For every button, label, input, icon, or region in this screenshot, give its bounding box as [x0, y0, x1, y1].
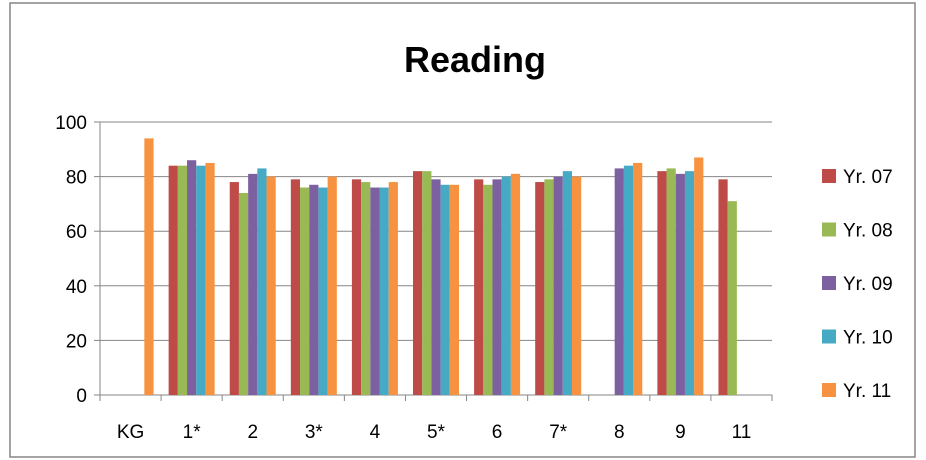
x-tick-label: 7*: [549, 422, 568, 443]
legend-label: Yr. 11: [843, 381, 891, 402]
bar: [379, 187, 389, 395]
bar: [144, 138, 154, 395]
bar: [422, 171, 432, 395]
x-tick-labels: KG 1* 2 3* 4 5* 6 7* 8 9 11: [117, 422, 752, 443]
legend-label: Yr. 07: [843, 167, 893, 188]
bar: [370, 187, 380, 395]
bar: [300, 187, 310, 395]
bar: [623, 165, 634, 395]
legend-swatch: [822, 383, 836, 397]
y-tick-label: 0: [76, 386, 87, 407]
legend-swatch: [822, 276, 836, 290]
bar: [633, 162, 643, 395]
bar: [510, 173, 521, 395]
bar: [571, 176, 582, 395]
bar: [229, 182, 239, 395]
legend-swatch: [822, 169, 836, 183]
bar: [413, 171, 423, 395]
chart-border: [9, 2, 916, 458]
y-tick-label: 80: [66, 168, 87, 189]
bar: [196, 165, 206, 395]
bar: [501, 176, 511, 395]
bar: [694, 157, 704, 395]
bar: [492, 179, 502, 395]
x-tick-label: 5*: [427, 422, 446, 443]
legend: Yr. 07 Yr. 08 Yr. 09 Yr. 10 Yr. 11: [822, 167, 893, 402]
bar: [327, 176, 337, 395]
bar: [544, 179, 554, 395]
legend-swatch: [822, 222, 836, 237]
bar: [727, 201, 737, 395]
chart-title: Reading: [404, 39, 546, 80]
y-tick-labels: 0 20 40 60 80 100: [55, 113, 87, 407]
y-tick-label: 60: [66, 222, 87, 243]
bar: [318, 187, 328, 395]
x-tick-label: 8: [614, 422, 625, 443]
bar: [483, 184, 493, 395]
bar: [257, 168, 267, 395]
y-tick-label: 40: [66, 277, 87, 298]
bar: [666, 168, 676, 395]
x-tick-label: 11: [732, 422, 752, 443]
bar: [562, 171, 572, 395]
bar: [168, 165, 178, 395]
bars: [144, 138, 737, 395]
bar: [238, 192, 249, 395]
bar: [718, 179, 728, 395]
x-tick-label: 6: [492, 422, 503, 443]
legend-label: Yr. 10: [843, 328, 893, 349]
legend-label: Yr. 09: [843, 274, 893, 295]
x-tick-label: 9: [675, 422, 686, 443]
bar: [187, 160, 197, 395]
bar: [309, 184, 319, 395]
bar: [684, 171, 695, 395]
bar: [431, 179, 441, 395]
legend-label: Yr. 08: [843, 221, 893, 242]
legend-swatch: [822, 329, 836, 344]
bar: [614, 168, 624, 395]
bar: [177, 165, 188, 395]
bar: [474, 179, 484, 395]
y-tick-label: 20: [66, 331, 87, 352]
y-tick-label: 100: [55, 113, 87, 134]
x-tick-label: 4: [370, 422, 381, 443]
x-tick-label: 3*: [305, 422, 324, 443]
bar: [205, 162, 215, 395]
bar: [361, 182, 371, 395]
x-tick-label: KG: [117, 422, 144, 443]
x-tick-label: 2: [247, 422, 258, 443]
bar: [675, 173, 685, 395]
bar: [290, 179, 301, 395]
bar: [553, 176, 563, 395]
bar: [440, 184, 450, 395]
x-tick-label: 1*: [183, 422, 202, 443]
bar: [351, 179, 362, 395]
bar: [248, 173, 258, 395]
bar: [535, 182, 545, 395]
bar: [449, 184, 459, 395]
bar: [657, 171, 667, 395]
bar: [266, 176, 276, 395]
bar: [388, 182, 398, 395]
